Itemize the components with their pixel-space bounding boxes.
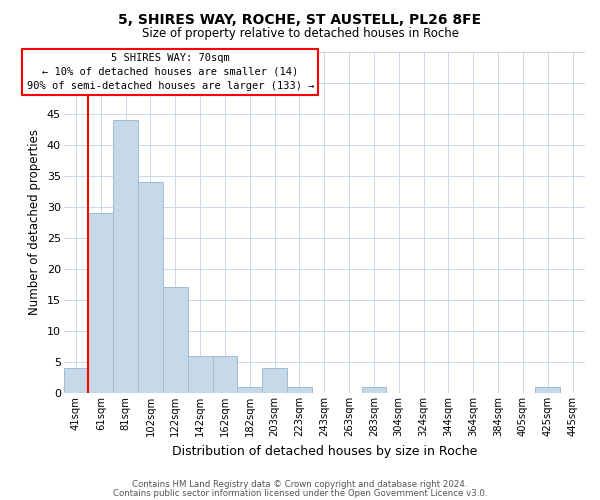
Text: 5 SHIRES WAY: 70sqm
← 10% of detached houses are smaller (14)
90% of semi-detach: 5 SHIRES WAY: 70sqm ← 10% of detached ho… [26,52,314,90]
Text: Contains public sector information licensed under the Open Government Licence v3: Contains public sector information licen… [113,488,487,498]
Bar [113,120,138,393]
Y-axis label: Number of detached properties: Number of detached properties [28,130,41,316]
Bar [287,387,312,393]
X-axis label: Distribution of detached houses by size in Roche: Distribution of detached houses by size … [172,444,477,458]
Bar [535,387,560,393]
Bar [138,182,163,393]
Bar [238,387,262,393]
Bar [64,368,88,393]
Text: Size of property relative to detached houses in Roche: Size of property relative to detached ho… [142,28,458,40]
Bar [163,288,188,393]
Bar [212,356,238,393]
Bar [88,213,113,393]
Bar [262,368,287,393]
Text: 5, SHIRES WAY, ROCHE, ST AUSTELL, PL26 8FE: 5, SHIRES WAY, ROCHE, ST AUSTELL, PL26 8… [118,12,482,26]
Text: Contains HM Land Registry data © Crown copyright and database right 2024.: Contains HM Land Registry data © Crown c… [132,480,468,489]
Bar [362,387,386,393]
Bar [188,356,212,393]
